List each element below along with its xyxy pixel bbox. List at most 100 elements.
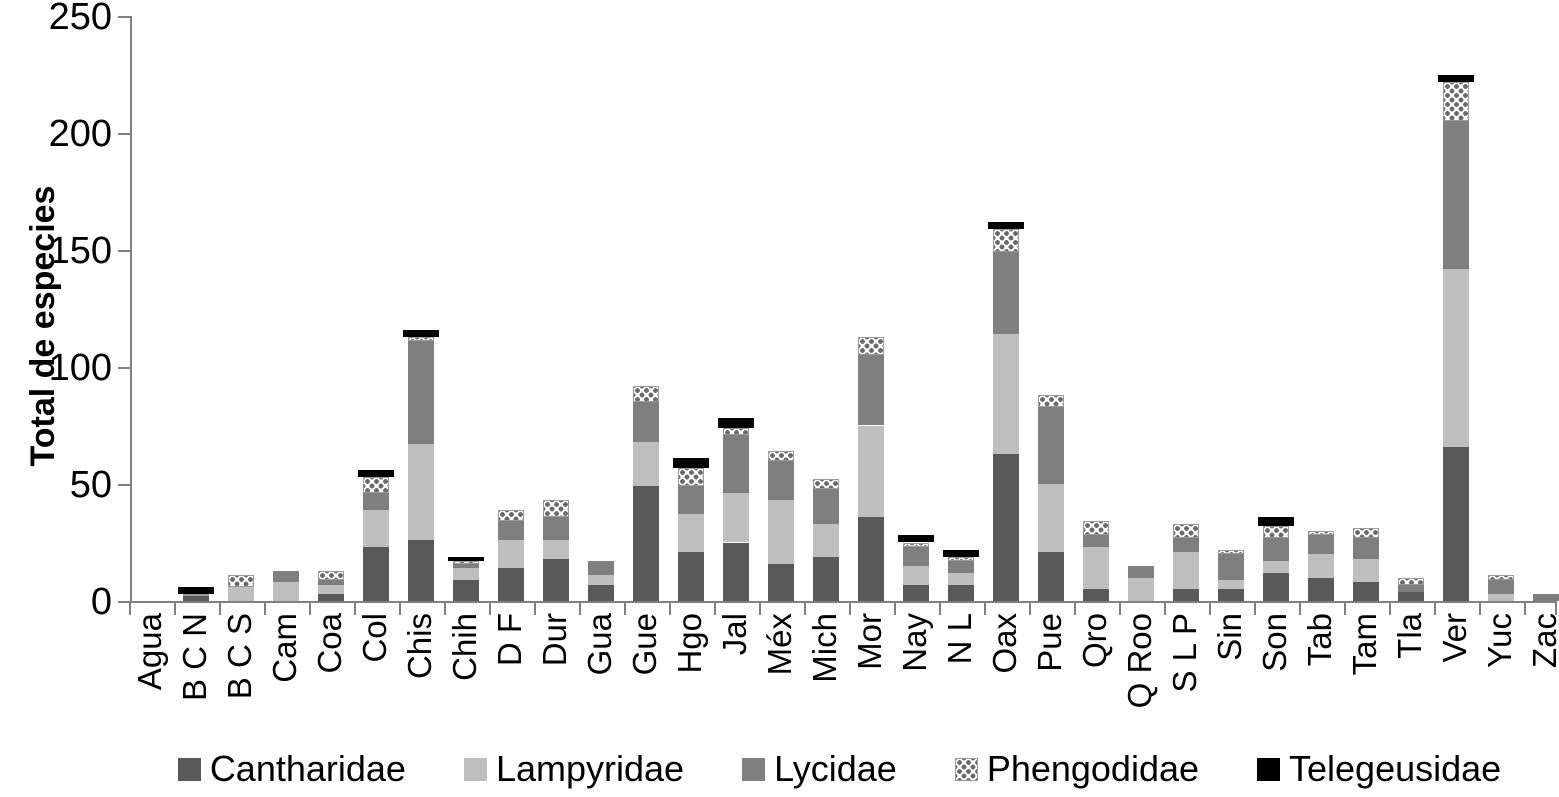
x-tick [488, 603, 491, 615]
x-tick [713, 603, 716, 615]
bar-segment-telegeusidae [718, 418, 754, 428]
bar-segment-phengodidae [993, 228, 1019, 253]
bar-segment-cantharidae [1353, 582, 1379, 601]
bar-segment-lycidae [948, 561, 974, 573]
legend-item-lampyridae: Lampyridae [463, 748, 685, 790]
bar-segment-telegeusidae [943, 549, 979, 557]
bar-segment-telegeusidae [178, 586, 214, 594]
y-tick-label: 250 [48, 0, 112, 38]
bar-segment-phengodidae [1083, 521, 1109, 536]
y-tick-label: 0 [90, 581, 112, 623]
x-category-label: Oax [986, 613, 1023, 674]
bar-segment-phengodidae [1398, 577, 1424, 585]
y-tick-label: 50 [69, 464, 112, 506]
bar-segment-cantharidae [723, 542, 749, 601]
bar-segment-lampyridae [1263, 561, 1289, 573]
y-tick-label: 100 [48, 347, 112, 389]
x-category-label: Nay [896, 613, 933, 672]
bar-segment-cantharidae [408, 540, 434, 601]
bar-segment-lycidae [1083, 535, 1109, 548]
x-category-label: Son [1256, 613, 1293, 672]
x-tick [983, 603, 986, 615]
y-tick-label: 150 [48, 230, 112, 272]
x-category-label: Hgo [671, 613, 708, 674]
bar-segment-phengodidae [498, 509, 524, 522]
x-tick [1523, 603, 1526, 615]
bar-segment-lampyridae [1083, 547, 1109, 590]
x-tick [1478, 603, 1481, 615]
bar-segment-lampyridae [1488, 593, 1514, 601]
bar-segment-cantharidae [1083, 589, 1109, 601]
bar-segment-cantharidae [183, 596, 209, 601]
bar-segment-lycidae [1443, 121, 1469, 269]
bar-segment-cantharidae [453, 579, 479, 601]
bar-segment-phengodidae [1263, 526, 1289, 538]
bar-segment-lampyridae [993, 334, 1019, 454]
bar-segment-phengodidae [228, 575, 254, 587]
x-category-label: B C N [176, 613, 213, 702]
bar-segment-phengodidae [1038, 395, 1064, 407]
y-axis-line [130, 16, 132, 603]
bar-segment-lycidae [1218, 554, 1244, 580]
bar-segment-phengodidae [633, 385, 659, 403]
legend-label: Lampyridae [495, 748, 685, 789]
legend-swatch-icon [1257, 757, 1281, 781]
y-tick [118, 601, 130, 603]
bar-segment-lycidae [318, 579, 344, 585]
x-category-label: Gua [581, 613, 618, 676]
legend-label: Cantharidae [209, 748, 406, 789]
bar-segment-lycidae [1398, 584, 1424, 592]
bar-segment-phengodidae [408, 336, 434, 342]
bar-segment-telegeusidae [403, 329, 439, 337]
y-tick [118, 484, 130, 486]
x-tick [1555, 603, 1557, 615]
bar-segment-lycidae [1173, 537, 1199, 552]
bar-segment-lycidae [768, 460, 794, 501]
legend-swatch-icon [742, 757, 766, 781]
bar-segment-lycidae [1488, 579, 1514, 594]
bar-segment-lampyridae [1173, 551, 1199, 590]
y-tick [118, 250, 130, 252]
x-category-label: Col [356, 613, 393, 663]
bar-segment-cantharidae [768, 563, 794, 601]
bar-segment-telegeusidae [1258, 516, 1294, 527]
legend: Cantharidae Lampyridae Lycidae Phengodidae T… [130, 748, 1549, 790]
x-category-label: Chih [446, 613, 483, 681]
x-tick [263, 603, 266, 615]
x-tick [173, 603, 176, 615]
bar-segment-cantharidae [903, 584, 929, 601]
bar-segment-telegeusidae [898, 535, 934, 543]
x-category-label: Sin [1211, 613, 1248, 661]
legend-label: Phengodidae [986, 748, 1200, 789]
bar-segment-lycidae [1353, 537, 1379, 559]
bar-segment-lampyridae [723, 493, 749, 543]
bar-segment-cantharidae [993, 453, 1019, 601]
bar-segment-cantharidae [858, 516, 884, 601]
x-tick [1388, 603, 1391, 615]
bar-segment-phengodidae [903, 542, 929, 548]
legend-swatch-icon [954, 757, 978, 781]
x-tick [1433, 603, 1436, 615]
legend-item-cantharidae: Cantharidae [177, 748, 406, 790]
legend-label: Telegeusidae [1289, 748, 1502, 789]
x-category-label: Mich [806, 613, 843, 683]
bar-segment-lampyridae [903, 565, 929, 585]
bar-segment-lampyridae [453, 568, 479, 580]
bar-segment-lampyridae [363, 509, 389, 548]
bar-segment-lampyridae [588, 575, 614, 585]
bar-segment-lampyridae [543, 540, 569, 559]
bar-segment-lampyridae [1038, 484, 1064, 552]
bar-segment-lampyridae [408, 444, 434, 541]
x-category-label: Cam [266, 613, 303, 683]
x-category-label: Tla [1391, 613, 1428, 659]
bar-segment-lampyridae [768, 500, 794, 564]
x-tick [893, 603, 896, 615]
bar-segment-cantharidae [363, 547, 389, 601]
y-tick [118, 133, 130, 135]
x-tick [1028, 603, 1031, 615]
bar-segment-lycidae [858, 355, 884, 426]
bar-segment-telegeusidae [988, 221, 1024, 229]
bar-segment-cantharidae [1218, 589, 1244, 601]
x-tick [128, 603, 131, 615]
